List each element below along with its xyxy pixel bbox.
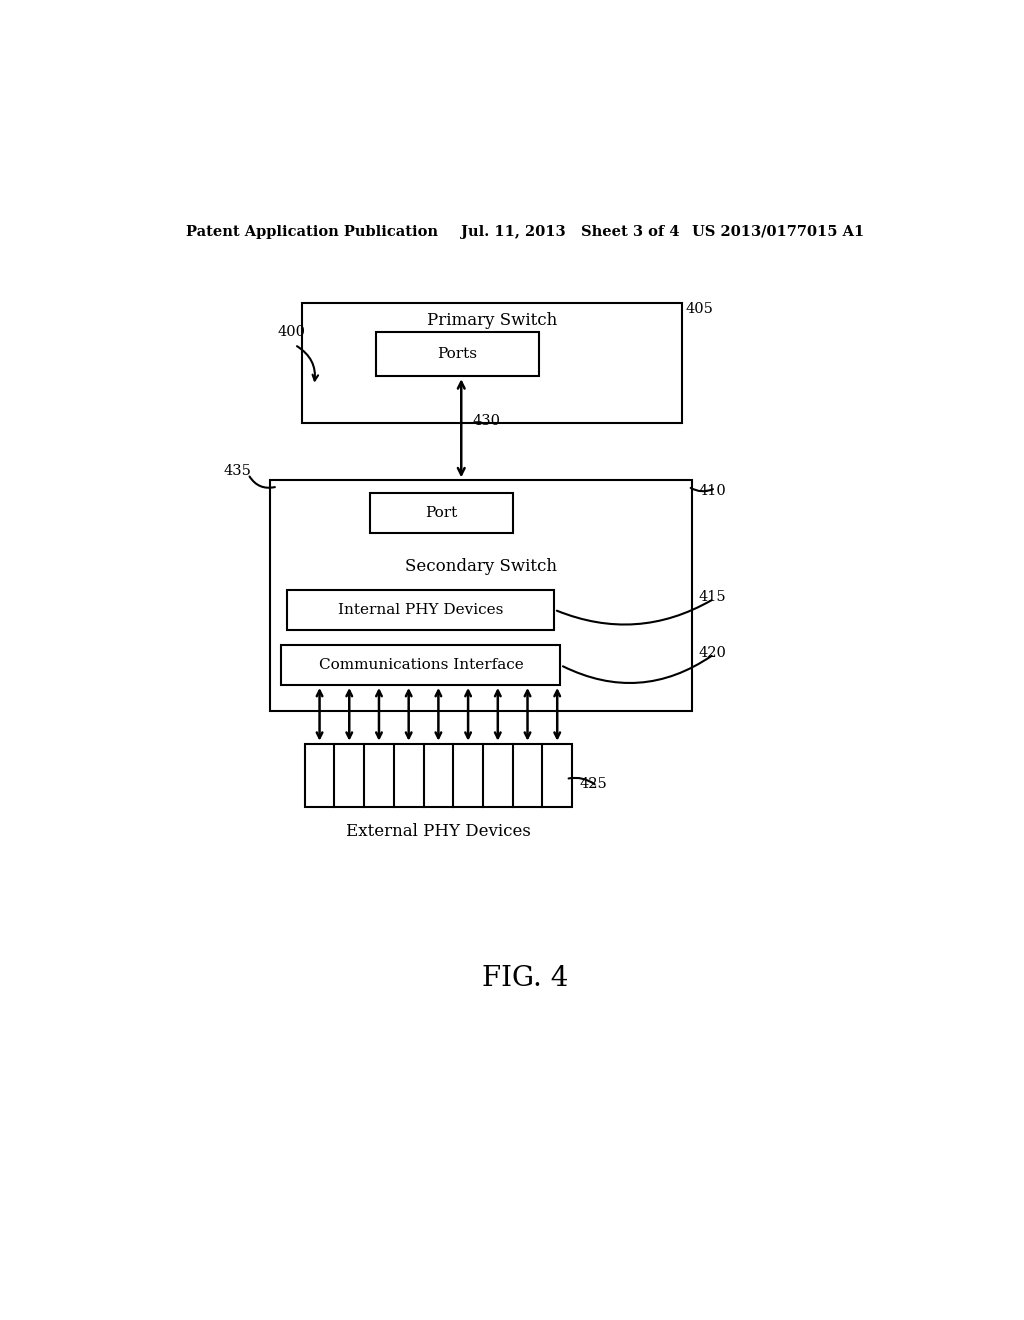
Bar [287, 590, 554, 630]
Text: 420: 420 [698, 645, 726, 660]
Bar [270, 480, 692, 711]
Bar [376, 331, 539, 376]
Bar [305, 743, 572, 807]
Text: 415: 415 [698, 590, 726, 605]
Bar [370, 494, 513, 533]
Text: 400: 400 [278, 325, 305, 339]
Text: 435: 435 [223, 465, 251, 478]
Text: Ports: Ports [437, 347, 477, 360]
Text: Communications Interface: Communications Interface [318, 659, 523, 672]
Text: 430: 430 [473, 413, 501, 428]
Text: Patent Application Publication: Patent Application Publication [186, 224, 438, 239]
Text: Internal PHY Devices: Internal PHY Devices [338, 603, 503, 616]
Text: Jul. 11, 2013   Sheet 3 of 4: Jul. 11, 2013 Sheet 3 of 4 [461, 224, 680, 239]
Text: Secondary Switch: Secondary Switch [406, 558, 557, 576]
Bar [282, 645, 560, 685]
Text: External PHY Devices: External PHY Devices [346, 822, 530, 840]
Text: Port: Port [425, 507, 458, 520]
Text: 405: 405 [686, 302, 714, 317]
Text: 410: 410 [698, 484, 726, 498]
Text: 425: 425 [580, 777, 607, 792]
Bar [302, 304, 682, 422]
Text: FIG. 4: FIG. 4 [481, 965, 568, 991]
Text: US 2013/0177015 A1: US 2013/0177015 A1 [692, 224, 864, 239]
Text: Primary Switch: Primary Switch [427, 312, 557, 329]
